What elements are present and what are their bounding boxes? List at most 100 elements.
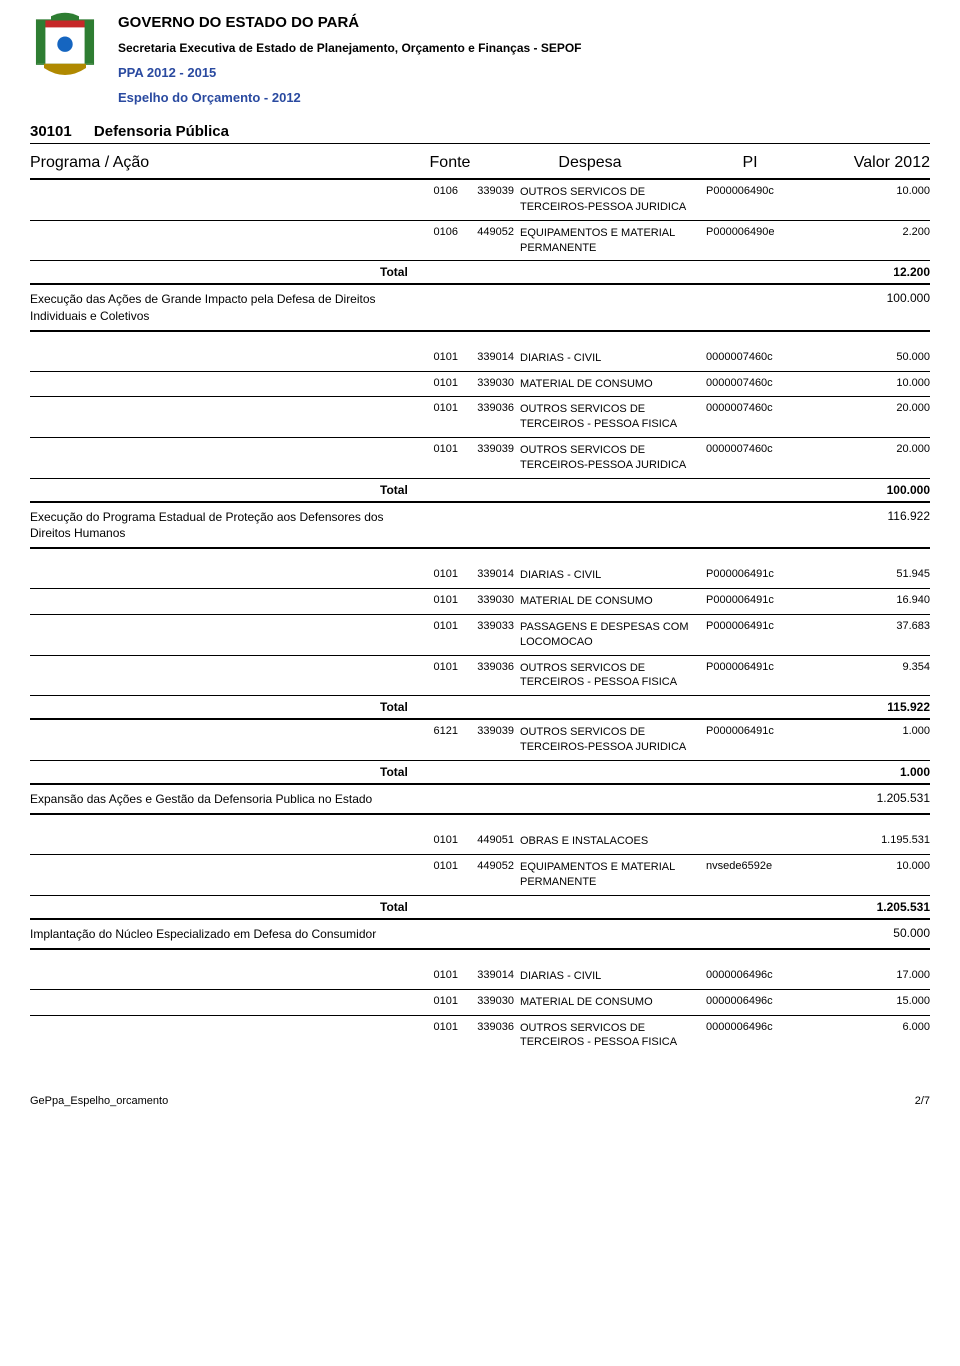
cell-code: 339030 bbox=[462, 995, 520, 1007]
cell-valor: 50.000 bbox=[814, 351, 930, 363]
detail-row: 0101 339014 DIARIAS - CIVIL 0000007460c … bbox=[30, 346, 930, 372]
detail-row: 0101 449052 EQUIPAMENTOS E MATERIAL PERM… bbox=[30, 855, 930, 896]
cell-code: 339014 bbox=[462, 969, 520, 981]
cell-fonte: 0106 bbox=[410, 185, 462, 197]
cell-fonte: 0101 bbox=[410, 995, 462, 1007]
cell-fonte: 0101 bbox=[410, 1021, 462, 1033]
espelho-line: Espelho do Orçamento - 2012 bbox=[118, 90, 582, 105]
gov-title: GOVERNO DO ESTADO DO PARÁ bbox=[118, 14, 582, 31]
col-despesa: Despesa bbox=[490, 154, 690, 172]
cell-valor: 20.000 bbox=[814, 443, 930, 455]
cell-fonte: 0101 bbox=[410, 351, 462, 363]
total-value: 100.000 bbox=[830, 483, 930, 497]
total-label: Total bbox=[380, 700, 440, 714]
total-row: Total 115.922 bbox=[30, 696, 930, 720]
cell-despesa: PASSAGENS E DESPESAS COM LOCOMOCAO bbox=[520, 620, 706, 650]
col-valor: Valor 2012 bbox=[810, 154, 930, 172]
cell-fonte: 0101 bbox=[410, 594, 462, 606]
cell-valor: 10.000 bbox=[814, 185, 930, 197]
cell-despesa: OBRAS E INSTALACOES bbox=[520, 834, 706, 849]
cell-despesa: OUTROS SERVICOS DE TERCEIROS - PESSOA FI… bbox=[520, 661, 706, 691]
org-name: Defensoria Pública bbox=[94, 123, 229, 140]
footer-report-id: GePpa_Espelho_orcamento bbox=[30, 1095, 168, 1107]
cell-fonte: 0101 bbox=[410, 620, 462, 632]
detail-row: 0101 449051 OBRAS E INSTALACOES 1.195.53… bbox=[30, 829, 930, 855]
col-pi: PI bbox=[690, 154, 810, 172]
total-row: Total 12.200 bbox=[30, 261, 930, 285]
total-label: Total bbox=[380, 765, 440, 779]
action-title: Execução do Programa Estadual de Proteçã… bbox=[30, 509, 410, 541]
cell-pi: P000006491c bbox=[706, 594, 814, 606]
cell-fonte: 0101 bbox=[410, 969, 462, 981]
secretaria-line: Secretaria Executiva de Estado de Planej… bbox=[118, 41, 582, 55]
cell-code: 339033 bbox=[462, 620, 520, 632]
cell-code: 339036 bbox=[462, 1021, 520, 1033]
cell-despesa: DIARIAS - CIVIL bbox=[520, 969, 706, 984]
total-row: Total 1.205.531 bbox=[30, 896, 930, 920]
cell-despesa: OUTROS SERVICOS DE TERCEIROS - PESSOA FI… bbox=[520, 1021, 706, 1051]
state-crest-icon bbox=[30, 12, 100, 82]
cell-despesa: OUTROS SERVICOS DE TERCEIROS - PESSOA FI… bbox=[520, 402, 706, 432]
detail-row: 0101 339036 OUTROS SERVICOS DE TERCEIROS… bbox=[30, 656, 930, 697]
cell-pi: P000006490c bbox=[706, 185, 814, 197]
cell-code: 449052 bbox=[462, 226, 520, 238]
cell-valor: 1.195.531 bbox=[814, 834, 930, 846]
org-code: 30101 bbox=[30, 123, 72, 140]
cell-code: 339039 bbox=[462, 725, 520, 737]
cell-code: 339030 bbox=[462, 377, 520, 389]
col-fonte: Fonte bbox=[410, 154, 490, 172]
cell-valor: 20.000 bbox=[814, 402, 930, 414]
cell-despesa: MATERIAL DE CONSUMO bbox=[520, 594, 706, 609]
total-row: Total 100.000 bbox=[30, 479, 930, 503]
cell-valor: 37.683 bbox=[814, 620, 930, 632]
cell-pi: P000006490e bbox=[706, 226, 814, 238]
cell-valor: 2.200 bbox=[814, 226, 930, 238]
cell-pi: 0000007460c bbox=[706, 377, 814, 389]
column-headers: Programa / Ação Fonte Despesa PI Valor 2… bbox=[30, 150, 930, 180]
cell-code: 339014 bbox=[462, 568, 520, 580]
cell-pi: 0000007460c bbox=[706, 351, 814, 363]
action-row: Execução das Ações de Grande Impacto pel… bbox=[30, 285, 930, 331]
detail-row: 0101 339014 DIARIAS - CIVIL 0000006496c … bbox=[30, 964, 930, 990]
cell-valor: 1.000 bbox=[814, 725, 930, 737]
detail-row: 0101 339036 OUTROS SERVICOS DE TERCEIROS… bbox=[30, 397, 930, 438]
footer-page-number: 2/7 bbox=[915, 1095, 930, 1107]
cell-pi: P000006491c bbox=[706, 661, 814, 673]
cell-pi: nvsede6592e bbox=[706, 860, 814, 872]
detail-row: 0101 339039 OUTROS SERVICOS DE TERCEIROS… bbox=[30, 438, 930, 479]
cell-code: 449052 bbox=[462, 860, 520, 872]
cell-fonte: 0101 bbox=[410, 402, 462, 414]
cell-pi: 0000007460c bbox=[706, 443, 814, 455]
cell-pi: 0000006496c bbox=[706, 1021, 814, 1033]
action-title: Expansão das Ações e Gestão da Defensori… bbox=[30, 791, 410, 807]
action-value: 1.205.531 bbox=[410, 791, 930, 805]
cell-code: 449051 bbox=[462, 834, 520, 846]
total-row: Total 1.000 bbox=[30, 761, 930, 785]
cell-despesa: OUTROS SERVICOS DE TERCEIROS-PESSOA JURI… bbox=[520, 443, 706, 473]
cell-despesa: DIARIAS - CIVIL bbox=[520, 568, 706, 583]
cell-valor: 15.000 bbox=[814, 995, 930, 1007]
cell-despesa: MATERIAL DE CONSUMO bbox=[520, 377, 706, 392]
action-value: 116.922 bbox=[410, 509, 930, 523]
total-label: Total bbox=[380, 483, 440, 497]
cell-code: 339039 bbox=[462, 185, 520, 197]
cell-pi: 0000006496c bbox=[706, 969, 814, 981]
cell-fonte: 0101 bbox=[410, 661, 462, 673]
action-row: Execução do Programa Estadual de Proteçã… bbox=[30, 503, 930, 549]
cell-despesa: OUTROS SERVICOS DE TERCEIROS-PESSOA JURI… bbox=[520, 725, 706, 755]
total-value: 1.000 bbox=[830, 765, 930, 779]
header-text-block: GOVERNO DO ESTADO DO PARÁ Secretaria Exe… bbox=[118, 12, 582, 105]
cell-pi: P000006491c bbox=[706, 620, 814, 632]
cell-code: 339030 bbox=[462, 594, 520, 606]
detail-row: 0101 339030 MATERIAL DE CONSUMO P0000064… bbox=[30, 589, 930, 615]
cell-code: 339014 bbox=[462, 351, 520, 363]
cell-fonte: 0101 bbox=[410, 568, 462, 580]
org-line: 30101 Defensoria Pública bbox=[30, 123, 930, 144]
cell-fonte: 0101 bbox=[410, 377, 462, 389]
cell-valor: 16.940 bbox=[814, 594, 930, 606]
report-header: GOVERNO DO ESTADO DO PARÁ Secretaria Exe… bbox=[30, 12, 930, 105]
page-footer: GePpa_Espelho_orcamento 2/7 bbox=[30, 1095, 930, 1107]
cell-despesa: EQUIPAMENTOS E MATERIAL PERMANENTE bbox=[520, 226, 706, 256]
cell-valor: 9.354 bbox=[814, 661, 930, 673]
detail-row: 0101 339030 MATERIAL DE CONSUMO 00000074… bbox=[30, 372, 930, 398]
